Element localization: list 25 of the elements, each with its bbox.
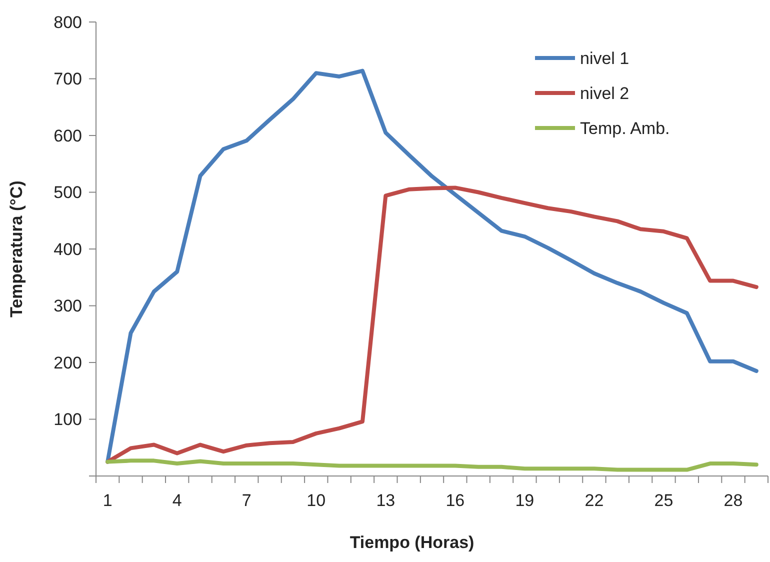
x-tick-label: 13 — [376, 491, 396, 510]
x-tick-label: 7 — [242, 491, 252, 510]
y-axis-title: Temperatura (°C) — [7, 180, 26, 318]
x-tick-label: 4 — [172, 491, 182, 510]
y-tick-label: 300 — [54, 296, 82, 316]
y-tick-label: 400 — [54, 240, 82, 259]
y-tick-label: 700 — [54, 70, 82, 89]
x-tick-label: 22 — [584, 491, 604, 510]
y-tick-label: 600 — [54, 126, 82, 146]
x-tick-label: 19 — [515, 491, 534, 510]
x-tick-label: 10 — [306, 491, 326, 510]
legend-label: nivel 2 — [580, 84, 630, 103]
y-tick-label: 800 — [54, 12, 82, 32]
line-series — [106, 458, 758, 472]
y-tick-label: 200 — [54, 353, 82, 372]
legend-label: nivel 1 — [580, 48, 630, 68]
x-tick-label: 1 — [102, 491, 112, 510]
x-tick-label: 16 — [446, 491, 465, 510]
x-tick-label: 28 — [724, 491, 743, 510]
x-axis-title: Tiempo (Horas) — [350, 533, 474, 552]
line-series — [106, 68, 758, 464]
legend-label: Temp. Amb. — [580, 118, 670, 138]
y-tick-label: 500 — [54, 183, 82, 202]
x-tick-label: 25 — [654, 491, 674, 510]
y-tick-label: 100 — [54, 410, 82, 430]
